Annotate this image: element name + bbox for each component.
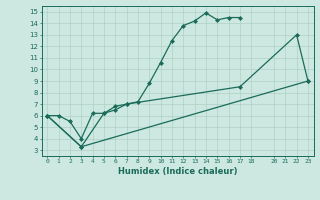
X-axis label: Humidex (Indice chaleur): Humidex (Indice chaleur) xyxy=(118,167,237,176)
